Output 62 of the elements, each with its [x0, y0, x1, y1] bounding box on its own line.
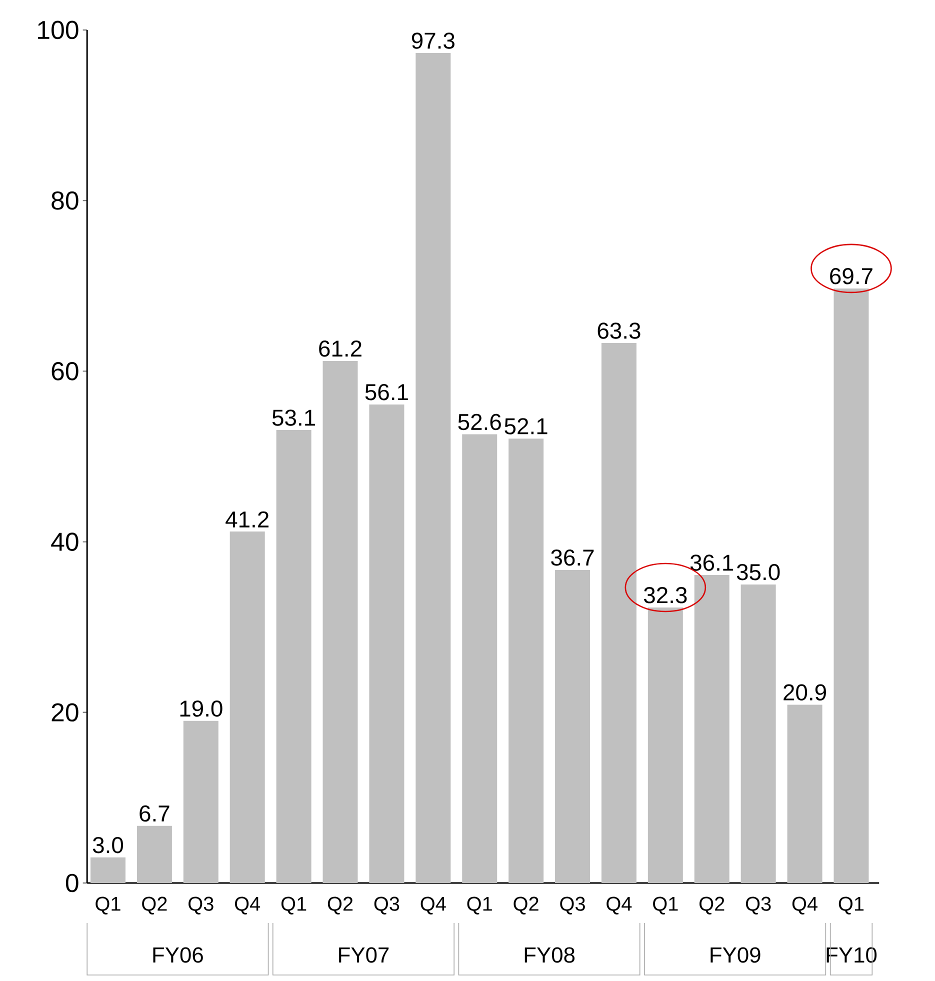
data-label: 3.0: [92, 836, 124, 854]
data-label: 41.2: [226, 511, 268, 528]
data-label: 6.7: [140, 805, 170, 822]
y-tick-label: 40: [51, 532, 78, 551]
data-label: 20.9: [784, 684, 826, 701]
x-tick-label: Q3: [188, 896, 214, 914]
x-tick-label: Q4: [606, 896, 632, 914]
bar: [740, 584, 776, 883]
bar: [601, 343, 636, 883]
x-tick-label: Q1: [281, 896, 306, 914]
text: FY10: [826, 947, 877, 963]
bar: [276, 430, 312, 883]
bar: [369, 404, 404, 883]
text: FY09: [710, 947, 760, 963]
x-tick-label: Q3: [374, 896, 400, 914]
bar: [136, 826, 172, 883]
x-tick-label: Q4: [792, 896, 818, 914]
data-label: 36.1: [690, 554, 734, 571]
bar: [787, 704, 822, 883]
bar: [462, 434, 498, 883]
text: FY08: [524, 947, 575, 963]
y-tick-label: 100: [38, 20, 78, 40]
bar: [648, 607, 683, 883]
x-tick-label: Q4: [420, 896, 446, 914]
bar: [694, 575, 730, 883]
data-label: 35.0: [736, 564, 780, 580]
x-tick-label: Q2: [700, 896, 724, 914]
y-tick-label: 20: [52, 703, 78, 722]
x-tick-label: Q2: [328, 896, 353, 914]
bar: [416, 53, 451, 883]
data-label: 61.2: [319, 340, 362, 357]
bar: [230, 532, 265, 883]
data-label: 63.3: [598, 322, 640, 339]
data-label: 32.3: [644, 587, 687, 604]
x-tick-label: Q3: [560, 896, 585, 914]
bar: [555, 570, 590, 883]
y-tick-label: 80: [52, 191, 78, 210]
data-label: 19.0: [180, 700, 222, 717]
bar: [90, 857, 126, 883]
data-label: 36.7: [551, 550, 594, 566]
x-tick-label: Q1: [96, 896, 120, 914]
y-tick-label: 60: [52, 362, 78, 380]
x-tick-label: Q1: [838, 896, 864, 914]
text: FY06: [153, 947, 203, 963]
x-tick-label: Q1: [467, 896, 492, 914]
x-tick-label: Q3: [746, 896, 771, 914]
data-label: 52.6: [458, 414, 501, 430]
bar: [183, 720, 218, 883]
y-tick-label: 0: [66, 874, 78, 892]
data-label: 53.1: [272, 410, 315, 426]
bar: [834, 288, 869, 883]
bar: [508, 438, 544, 883]
data-label: 56.1: [365, 384, 408, 400]
x-tick-label: Q4: [235, 896, 260, 914]
data-label: 52.1: [504, 418, 548, 434]
text: FY07: [339, 947, 389, 963]
x-tick-label: Q1: [653, 896, 678, 914]
data-label: 97.3: [412, 32, 454, 49]
bar: [322, 360, 358, 883]
x-tick-label: Q2: [514, 896, 538, 914]
x-tick-label: Q2: [142, 896, 167, 914]
data-label: 69.7: [830, 268, 872, 284]
